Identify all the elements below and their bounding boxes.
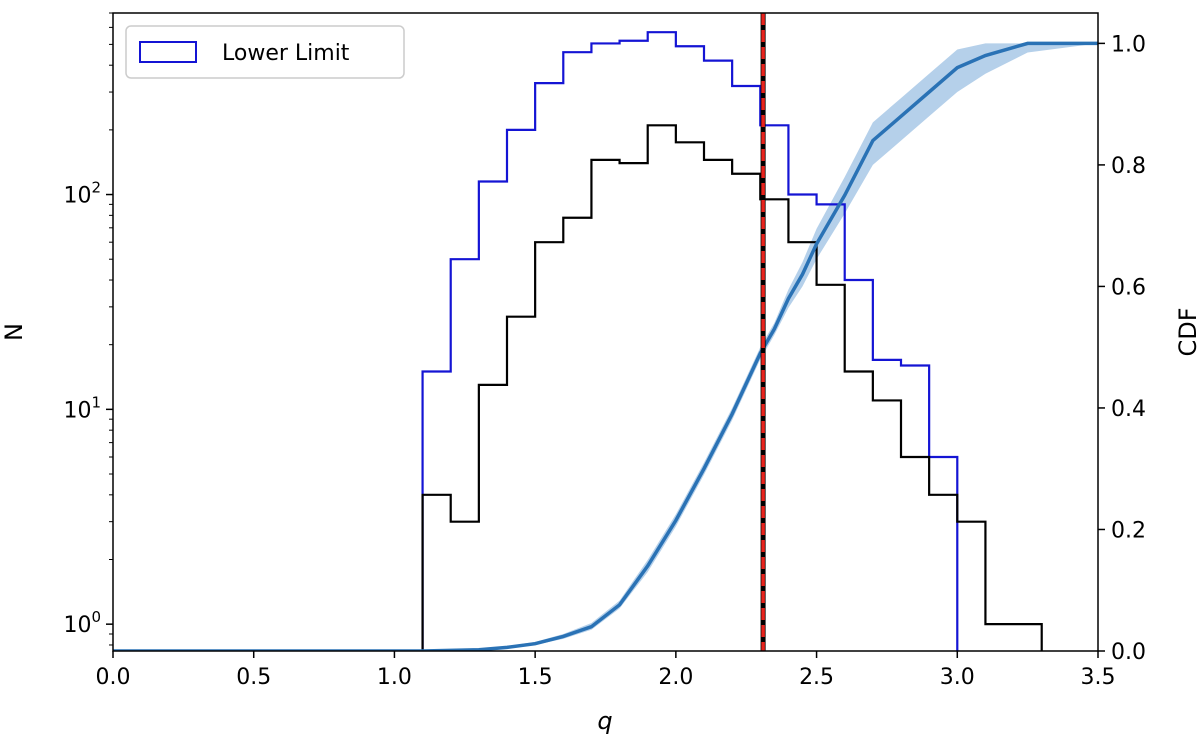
y-right-tick-label: 0.2 xyxy=(1111,518,1146,543)
legend: Lower Limit xyxy=(125,25,405,79)
x-tick-label: 2.0 xyxy=(658,665,693,690)
cdf-band xyxy=(113,43,1098,651)
y-right-tick-label: 0.6 xyxy=(1111,275,1146,300)
y-left-axis-title: N xyxy=(0,323,28,341)
plot-area xyxy=(113,13,1098,651)
plot-frame xyxy=(112,12,1099,652)
histogram-series-1 xyxy=(421,31,959,651)
plot-content xyxy=(113,13,1098,651)
legend-swatch xyxy=(139,41,197,63)
y-left-tick-label: 101 xyxy=(63,393,101,423)
x-axis-ticks: 0.0 0.5 1.0 1.5 2.0 2.5 3.0 3.5 xyxy=(96,651,1116,690)
y-left-tick-label: 100 xyxy=(63,608,101,638)
y-right-tick-label: 0.8 xyxy=(1111,154,1146,179)
y-left-tick-exponent: 2 xyxy=(91,179,101,197)
legend-label: Lower Limit xyxy=(222,41,350,66)
x-tick-label: 2.5 xyxy=(799,665,834,690)
y-right-axis-ticks: 0.0 0.2 0.4 0.6 0.8 1.0 xyxy=(1098,32,1146,665)
x-tick-label: 0.5 xyxy=(236,665,271,690)
y-right-tick-label: 0.0 xyxy=(1111,640,1146,665)
x-tick-label: 1.0 xyxy=(377,665,412,690)
legend-frame xyxy=(125,25,405,79)
x-axis-title: q xyxy=(597,707,612,735)
y-left-tick-base: 10 xyxy=(63,184,91,209)
y-left-tick-exponent: 0 xyxy=(91,608,101,626)
cdf-line xyxy=(113,41,1098,651)
histogram-series-2 xyxy=(421,124,1043,651)
y-left-tick-base: 10 xyxy=(63,398,91,423)
x-tick-label: 1.5 xyxy=(518,665,553,690)
y-left-tick-base: 10 xyxy=(63,613,91,638)
y-left-tick-label: 102 xyxy=(63,179,101,209)
x-tick-label: 3.0 xyxy=(940,665,975,690)
x-tick-label: 0.0 xyxy=(96,665,131,690)
y-right-tick-label: 1.0 xyxy=(1111,32,1146,57)
y-right-axis-title: CDF xyxy=(1174,307,1200,356)
y-right-tick-label: 0.4 xyxy=(1111,397,1146,422)
y-left-tick-exponent: 1 xyxy=(91,393,101,411)
x-tick-label: 3.5 xyxy=(1081,665,1116,690)
